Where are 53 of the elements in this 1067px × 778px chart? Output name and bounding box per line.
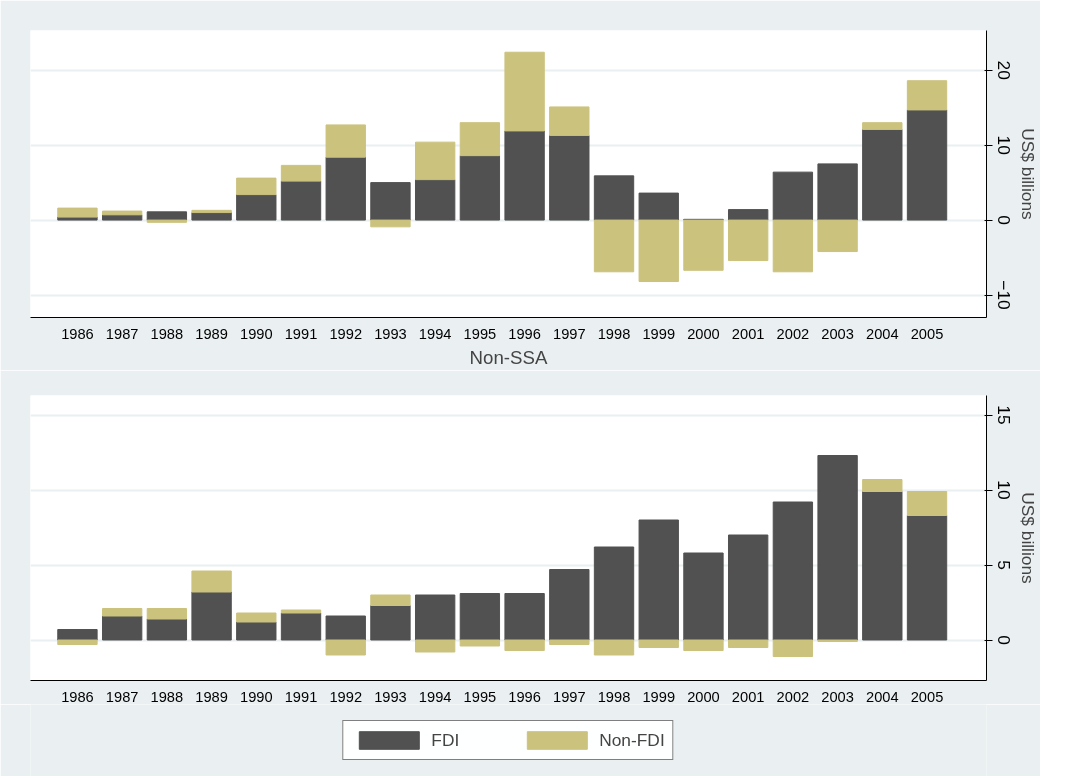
x-tick-label: 1992 <box>329 325 363 342</box>
x-tick-label: 1986 <box>61 688 94 705</box>
x-tick-label: 1987 <box>105 325 139 342</box>
x-tick-label: 2001 <box>731 325 765 342</box>
y-tick-label: 10 <box>993 135 1014 155</box>
x-tick-label: 2001 <box>731 688 765 705</box>
x-tick-label: 2003 <box>821 688 854 705</box>
x-tick-label: 1991 <box>284 325 318 342</box>
y-tick-label: 10 <box>993 480 1014 500</box>
x-tick-label: 1990 <box>240 325 273 342</box>
x-tick-label: 1997 <box>553 325 586 342</box>
x-tick-label: 1996 <box>508 325 541 342</box>
x-tick-label: 1998 <box>597 688 631 705</box>
x-tick-label: 2000 <box>687 688 720 705</box>
x-tick-label: 1994 <box>418 325 452 342</box>
y-tick-label: −10 <box>993 280 1014 310</box>
x-tick-label: 1996 <box>508 688 541 705</box>
x-tick-label: 1997 <box>553 688 586 705</box>
x-tick-label: 2005 <box>910 688 944 705</box>
x-tick-label: 2002 <box>776 688 810 705</box>
x-tick-label: 1995 <box>463 688 497 705</box>
x-tick-label: 2003 <box>821 325 854 342</box>
y-tick-label: 15 <box>993 405 1014 425</box>
x-tick-label: 1998 <box>597 325 631 342</box>
x-tick-label: 1988 <box>150 325 184 342</box>
y-tick-label: 5 <box>993 560 1014 570</box>
y-tick-label: 20 <box>993 60 1014 80</box>
x-tick-label: 1999 <box>642 688 676 705</box>
y-tick-label: 0 <box>993 635 1014 645</box>
x-tick-label: 1989 <box>195 325 228 342</box>
x-tick-label: 1994 <box>418 688 452 705</box>
x-tick-label: 1991 <box>284 688 318 705</box>
legend-label: Non-FDI <box>599 729 665 751</box>
x-tick-label: 1999 <box>642 325 676 342</box>
x-tick-label: 1990 <box>240 688 273 705</box>
x-tick-label: 2000 <box>687 325 720 342</box>
x-tick-label: 1989 <box>195 688 228 705</box>
x-tick-label: 2005 <box>910 325 944 342</box>
y-tick-label: 0 <box>993 215 1014 225</box>
x-tick-label: 2004 <box>866 688 899 705</box>
x-tick-label: 1992 <box>329 688 363 705</box>
y-axis-title: US$ billions <box>1017 492 1038 585</box>
x-tick-label: 2002 <box>776 325 810 342</box>
y-axis-title: US$ billions <box>1017 128 1038 221</box>
x-tick-label: 1988 <box>150 688 184 705</box>
x-tick-label: 1993 <box>374 325 407 342</box>
legend-label: FDI <box>431 729 460 751</box>
x-tick-label: 1993 <box>374 688 407 705</box>
x-tick-label: 1995 <box>463 325 497 342</box>
x-tick-label: 1987 <box>105 688 139 705</box>
x-tick-label: 2004 <box>866 325 899 342</box>
x-tick-label: 1986 <box>61 325 94 342</box>
x-axis-title: Non-SSA <box>469 346 548 368</box>
